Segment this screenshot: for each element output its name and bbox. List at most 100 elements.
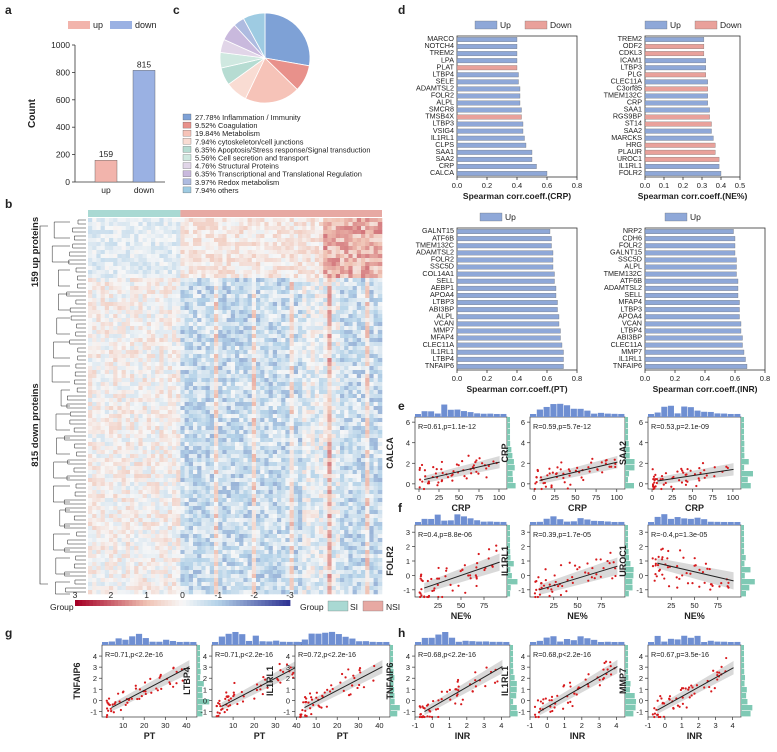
heatmap-cell (235, 422, 240, 427)
heatmap-cell (226, 446, 232, 451)
heatmap-cell (310, 262, 316, 267)
heatmap-cell (264, 294, 269, 299)
heatmap-cell (289, 302, 295, 307)
heatmap-cell (327, 406, 332, 411)
heatmap-cell (167, 246, 173, 251)
heatmap-cell (352, 402, 358, 407)
heatmap-cell (251, 262, 257, 267)
heatmap-cell (193, 290, 198, 295)
heatmap-cell (281, 466, 286, 471)
heatmap-cell (256, 390, 261, 395)
heatmap-cell (272, 250, 278, 255)
heatmap-cell (155, 438, 160, 443)
heatmap-cell (256, 282, 261, 287)
heatmap-cell (247, 450, 253, 455)
heatmap-cell (130, 442, 135, 447)
heatmap-cell (306, 326, 311, 331)
panel-letter-f: f (398, 501, 403, 515)
heatmap-cell (172, 422, 177, 427)
heatmap-cell (176, 478, 181, 483)
heatmap-cell (176, 374, 181, 379)
legend-swatch (694, 20, 718, 30)
heatmap-cell (373, 330, 379, 335)
heatmap-cell (96, 226, 101, 231)
heatmap-cell (113, 218, 118, 223)
heatmap-cell (218, 426, 223, 431)
heatmap-cell (314, 450, 320, 455)
heatmap-cell (323, 238, 328, 243)
heatmap-cell (92, 230, 97, 235)
heatmap-cell (247, 222, 253, 227)
heatmap-cell (365, 254, 370, 259)
heatmap-cell (88, 278, 93, 283)
heatmap-cell (130, 262, 135, 267)
heatmap-cell (138, 422, 143, 427)
heatmap-cell (218, 390, 223, 395)
heatmap-cell (163, 270, 169, 275)
heatmap-cell (218, 394, 223, 399)
heatmap-cell (356, 414, 362, 419)
heatmap-cell (365, 258, 370, 263)
heatmap-cell (281, 450, 286, 455)
heatmap-cell (256, 222, 261, 227)
heatmap-cell (193, 218, 198, 223)
heatmap-cell (96, 318, 101, 323)
heatmap-cell (184, 438, 190, 443)
heatmap-cell (96, 334, 101, 339)
heatmap-cell (159, 326, 164, 331)
heatmap-cell (356, 422, 362, 427)
heatmap-cell (96, 434, 101, 439)
heatmap-cell (125, 286, 131, 291)
heatmap-cell (365, 318, 370, 323)
heatmap-cell (117, 370, 122, 375)
heatmap-cell (104, 338, 110, 343)
bar-APOA4 (644, 314, 740, 320)
heatmap-cell (176, 266, 181, 271)
heatmap-cell (281, 278, 286, 283)
pie-slice (242, 12, 266, 59)
heatmap-cell (100, 374, 106, 379)
heatmap-cell (361, 462, 366, 467)
heatmap-cell (109, 366, 114, 371)
heatmap-cell (256, 426, 261, 431)
heatmap-cell (146, 482, 152, 487)
heatmap-cell (134, 386, 139, 391)
heatmap-cell (188, 390, 194, 395)
heatmap-cell (302, 482, 307, 487)
heatmap-cell (109, 422, 114, 427)
heatmap-cell (163, 242, 169, 247)
heatmap-cell (348, 238, 353, 243)
heatmap-cell (88, 414, 93, 419)
heatmap-cell (167, 426, 173, 431)
heatmap-cell (298, 454, 303, 459)
heatmap-cell (277, 390, 282, 395)
heatmap-cell (167, 326, 173, 331)
heatmap-cell (209, 478, 215, 483)
heatmap-cell (151, 422, 156, 427)
heatmap-cell (159, 314, 164, 319)
heatmap-cell (302, 310, 307, 315)
heatmap-cell (344, 218, 349, 223)
heatmap-cell (197, 462, 202, 467)
heatmap-cell (323, 354, 328, 359)
heatmap-cell (130, 246, 135, 251)
heatmap-cell (125, 454, 131, 459)
heatmap-cell (302, 418, 307, 423)
heatmap-cell (134, 446, 139, 451)
heatmap-cell (335, 230, 341, 235)
heatmap-cell (138, 230, 143, 235)
heatmap-cell (327, 482, 332, 487)
heatmap-cell (159, 462, 164, 467)
heatmap-cell (163, 362, 169, 367)
heatmap-cell (172, 270, 177, 275)
heatmap-cell (142, 414, 148, 419)
bar-CLEC11A (644, 342, 743, 348)
heatmap-cell (167, 266, 173, 271)
heatmap-cell (289, 378, 295, 383)
heatmap-cell (289, 334, 295, 339)
bar-LTBP4 (456, 72, 519, 78)
heatmap-cell (104, 274, 110, 279)
heatmap-cell (373, 406, 379, 411)
gene-label: PLAT (437, 62, 455, 71)
heatmap-cell (306, 438, 311, 443)
